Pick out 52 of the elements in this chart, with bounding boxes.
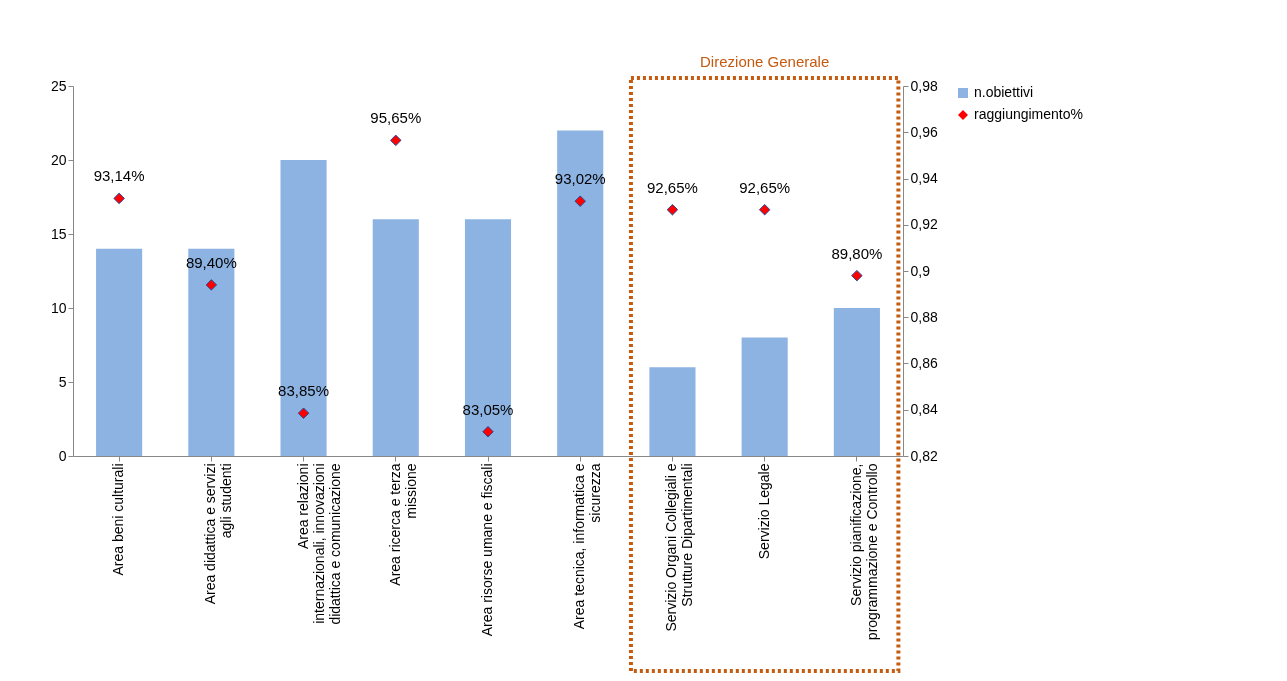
legend-label: n.obiettivi <box>974 84 1034 100</box>
legend-label: raggiungimento% <box>974 106 1083 122</box>
x-tick-label: Area risorse umane e fiscali <box>479 463 495 637</box>
data-label: 92,65% <box>739 178 791 196</box>
y-tick-label: 15 <box>50 225 67 242</box>
y2-tick-label: 0,84 <box>910 401 938 418</box>
y-tick-label: 25 <box>50 77 67 94</box>
y-tick-label: 5 <box>58 373 67 390</box>
data-label: 95,65% <box>370 109 422 127</box>
y2-tick-label: 0,82 <box>910 447 938 464</box>
x-tick-label: Area ricerca e terza missione <box>386 463 419 586</box>
point <box>113 192 125 205</box>
data-label: 89,40% <box>185 253 237 271</box>
x-tick-label: Area tecnica, informatica e sicurezza <box>571 463 604 630</box>
y2-tick-label: 0,96 <box>910 123 938 140</box>
bar <box>557 130 604 456</box>
y2-tick-label: 0,98 <box>910 77 938 94</box>
data-label: 93,14% <box>93 167 145 185</box>
point <box>574 195 586 207</box>
bar <box>280 160 327 456</box>
y-tick-label: 0 <box>58 447 67 464</box>
point <box>205 279 218 291</box>
bar <box>833 308 880 456</box>
y2-tick-label: 0,92 <box>910 216 938 233</box>
bar <box>741 337 788 456</box>
bar <box>649 367 696 456</box>
point <box>851 269 863 282</box>
bar <box>464 219 512 456</box>
y-tick-label: 10 <box>50 299 67 316</box>
text: Direzione Generale <box>700 53 830 70</box>
bar <box>372 219 419 456</box>
data-label: 83,85% <box>278 382 329 400</box>
data-label: 83,05% <box>462 400 514 418</box>
x-tick-label: Area didattica e servizi agli studenti <box>202 463 235 605</box>
bar <box>96 248 143 456</box>
x-tick-label: Servizio pianificazione, programmazione e Controllo <box>847 463 880 641</box>
data-label: 89,80% <box>831 244 883 262</box>
data-label: 93,02% <box>554 170 606 188</box>
point <box>390 134 402 147</box>
point <box>666 203 679 216</box>
y-tick-label: 20 <box>50 151 67 168</box>
bar <box>188 248 235 456</box>
point <box>482 425 494 438</box>
point <box>758 203 771 216</box>
x-tick-label: Area beni culturali <box>110 463 127 576</box>
y2-tick-label: 0,88 <box>910 308 938 325</box>
x-tick-label: Servizio Legale <box>755 463 772 560</box>
y2-tick-label: 0,94 <box>910 170 938 186</box>
y2-tick-label: 0,9 <box>910 262 931 279</box>
data-label: 92,65% <box>647 178 698 196</box>
y2-tick-label: 0,86 <box>910 355 938 371</box>
point <box>297 407 310 419</box>
